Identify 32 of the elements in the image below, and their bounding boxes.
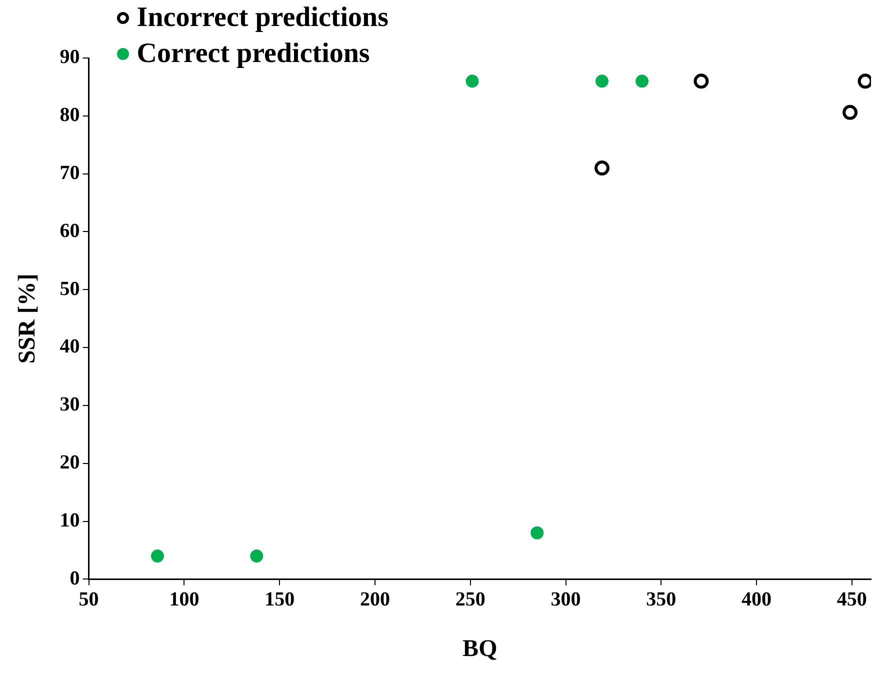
- legend-label: Correct predictions: [136, 37, 370, 71]
- y-tick-label: 10: [60, 509, 80, 532]
- x-tick-label: 150: [264, 588, 295, 610]
- point: [530, 526, 544, 540]
- x-axis-title: BQ: [462, 636, 498, 662]
- y-tick-label: 80: [60, 104, 80, 126]
- y-tick-label: 20: [60, 452, 80, 474]
- x-tick-label: 200: [360, 588, 390, 610]
- point: [694, 74, 709, 89]
- x-tick-label: 100: [169, 588, 200, 610]
- point: [596, 74, 608, 88]
- y-tick-label: 0: [70, 567, 80, 590]
- point: [636, 74, 649, 88]
- x-tick-label: 50: [78, 588, 99, 610]
- point: [466, 74, 479, 88]
- x-tick-label: 450: [836, 588, 867, 610]
- y-tick-label: 30: [60, 394, 80, 416]
- x-tick-label: 350: [646, 588, 676, 610]
- legend-label: Incorrect predictions: [136, 1, 388, 35]
- y-axis-title: SSR [%]: [14, 274, 41, 364]
- point: [250, 550, 264, 563]
- x-tick-label: 400: [742, 588, 772, 610]
- y-tick-label: 40: [60, 336, 80, 358]
- x-tick-label: 250: [455, 588, 486, 610]
- y-tick-label: 60: [60, 220, 80, 242]
- point: [150, 550, 164, 563]
- y-tick-label: 70: [60, 162, 80, 184]
- y-tick-label: 50: [60, 278, 80, 300]
- point: [594, 160, 610, 176]
- x-tick-label: 300: [550, 588, 581, 610]
- point: [842, 104, 858, 120]
- y-tick-label: 90: [60, 46, 80, 68]
